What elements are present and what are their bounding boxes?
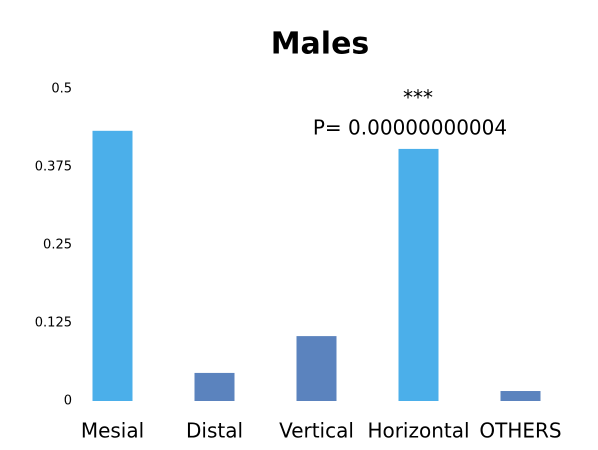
y-tick-label: 0: [64, 394, 72, 409]
bar: [398, 148, 439, 401]
x-tick-label: Horizontal: [367, 419, 469, 443]
x-tick-label: OTHERS: [479, 419, 561, 443]
bar: [194, 372, 235, 401]
x-tick-label: Vertical: [279, 419, 354, 443]
bar: [500, 391, 541, 401]
y-tick-label: 0.375: [35, 160, 72, 175]
y-tick-label: 0.125: [35, 316, 72, 331]
p-value: P= 0.00000000004: [313, 116, 507, 140]
bar: [92, 130, 133, 402]
bar: [296, 336, 337, 401]
chart-title: Males: [271, 27, 370, 62]
significance-stars: ***: [403, 86, 433, 110]
y-tick-label: 0.25: [43, 238, 72, 253]
y-tick-label: 0.5: [51, 82, 72, 97]
x-tick-label: Mesial: [81, 419, 144, 443]
x-tick-label: Distal: [186, 419, 243, 443]
